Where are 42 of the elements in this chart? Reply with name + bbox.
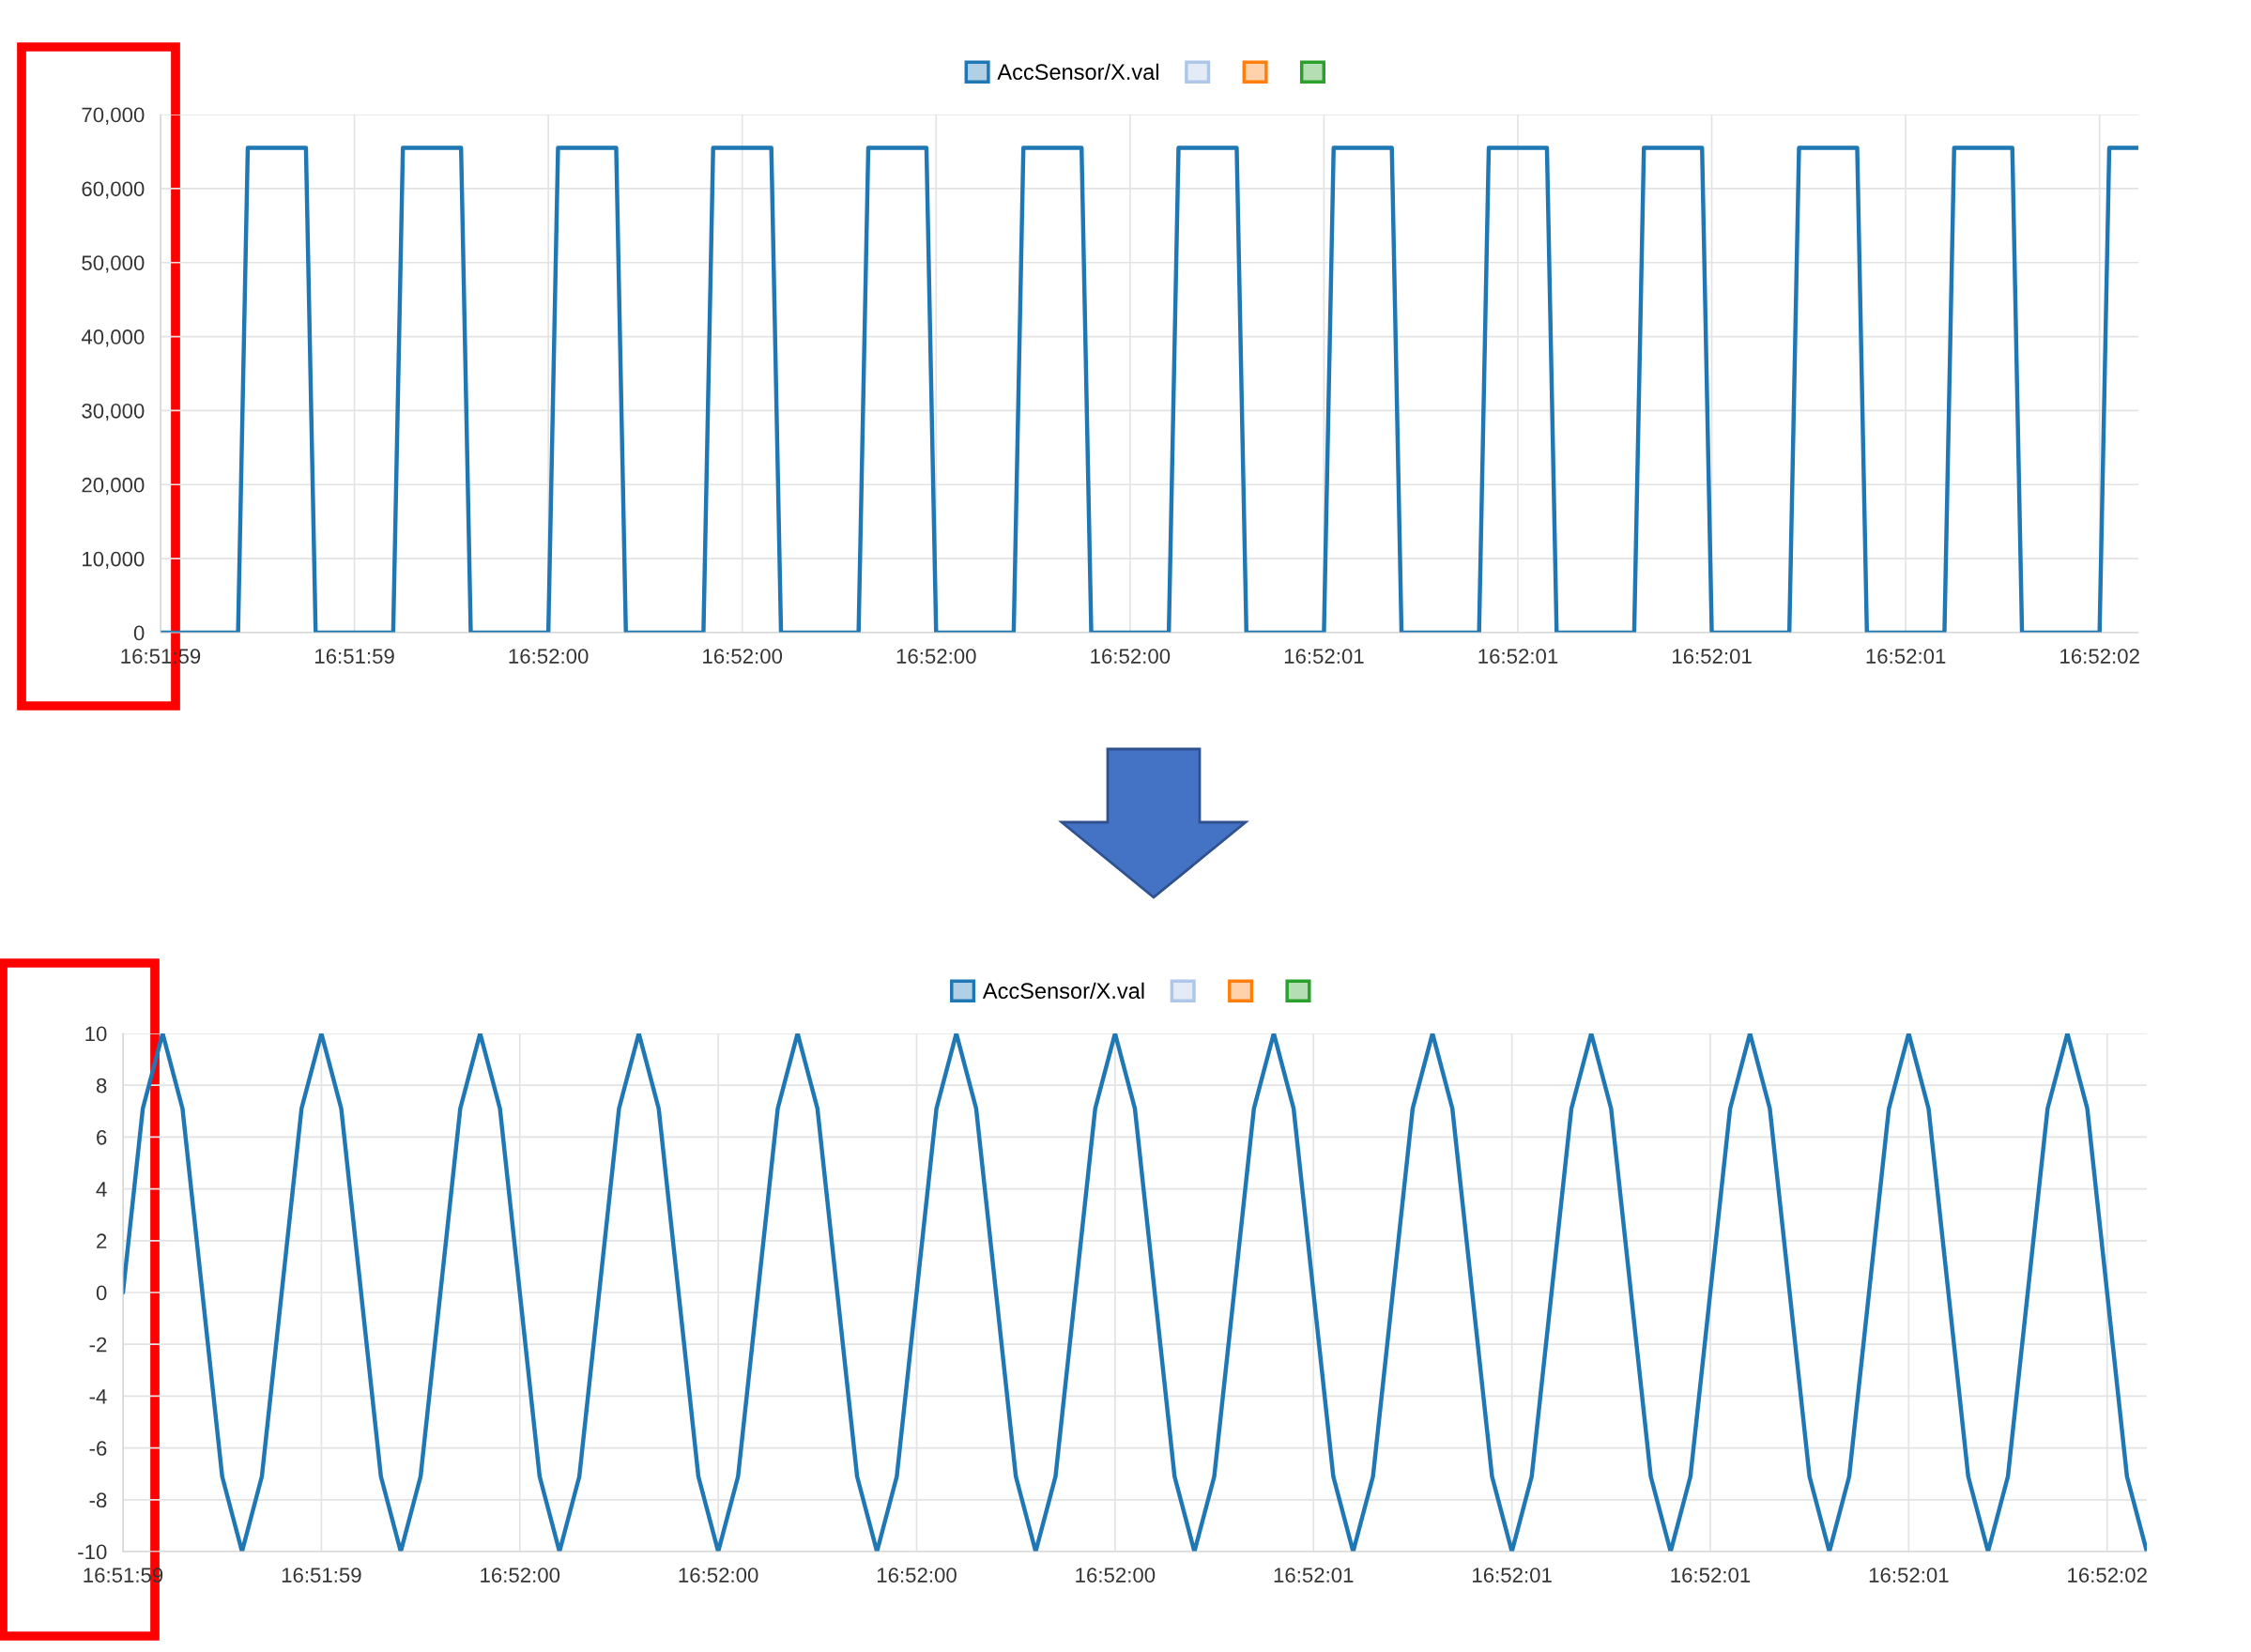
x-tick-label: 16:52:01 — [1866, 649, 1946, 664]
x-tick-label: 16:52:00 — [896, 649, 976, 664]
y-tick-label: 0 — [96, 1285, 107, 1301]
y-tick-label: 20,000 — [82, 477, 145, 496]
x-tick-label: 16:52:01 — [1671, 1568, 1751, 1583]
line-series — [123, 1033, 2147, 1552]
y-tick-label: 10 — [85, 1026, 107, 1042]
x-tick-label: 16:52:01 — [1869, 1568, 1949, 1583]
y-tick-label: 2 — [97, 1233, 107, 1248]
y-tick-label: 40,000 — [81, 329, 145, 347]
x-tick-label: 16:52:02 — [2060, 649, 2139, 664]
y-tick-label: 50,000 — [82, 255, 145, 273]
x-tick-label: 16:52:00 — [1091, 649, 1171, 664]
y-tick-label: 10,000 — [83, 551, 145, 570]
y-tick-label: 30,000 — [82, 403, 145, 421]
y-tick-label: -6 — [89, 1441, 107, 1456]
x-tick-label: 16:52:01 — [1673, 649, 1752, 664]
legend-label: AccSensor/X.val — [997, 63, 1158, 81]
x-tick-label: 16:52:01 — [1274, 1568, 1354, 1583]
y-tick-label: 4 — [96, 1182, 107, 1197]
y-tick-label: 0 — [133, 625, 145, 641]
y-tick-label: 70,000 — [82, 107, 145, 125]
legend-label: AccSensor/X.val — [982, 982, 1144, 1000]
x-tick-label: 16:52:00 — [1076, 1568, 1156, 1583]
x-tick-label: 16:52:00 — [509, 649, 589, 664]
y-tick-label: -8 — [89, 1492, 107, 1508]
x-tick-label: 16:52:01 — [1478, 649, 1558, 664]
y-tick-label: -10 — [78, 1544, 107, 1560]
x-tick-label: 16:51:59 — [282, 1568, 361, 1583]
x-tick-label: 16:52:01 — [1284, 649, 1364, 664]
y-tick-label: 6 — [97, 1129, 107, 1145]
x-tick-label: 16:52:02 — [2068, 1568, 2147, 1583]
x-tick-label: 16:52:00 — [703, 649, 783, 664]
x-tick-label: 16:51:59 — [315, 649, 394, 664]
y-tick-label: 60,000 — [82, 181, 145, 199]
x-tick-label: 16:52:00 — [679, 1568, 758, 1583]
x-tick-label: 16:52:00 — [481, 1568, 560, 1583]
y-tick-label: -4 — [89, 1389, 107, 1404]
y-tick-label: 8 — [96, 1078, 107, 1094]
y-tick-label: -2 — [89, 1337, 107, 1353]
x-tick-label: 16:52:00 — [877, 1568, 957, 1583]
x-tick-label: 16:52:01 — [1473, 1568, 1552, 1583]
